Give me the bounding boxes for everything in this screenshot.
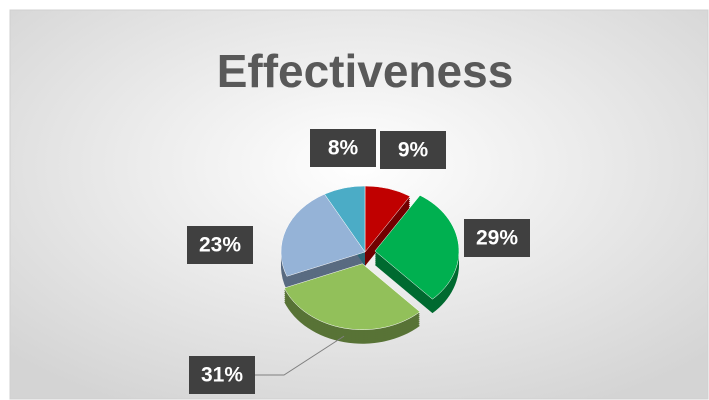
slice [283,263,421,330]
slice [324,185,366,253]
chart-title: Effectiveness [217,45,514,97]
label-box [380,131,446,169]
data-label: 31% [201,364,243,387]
label-box [189,356,255,394]
label-box [187,226,253,264]
data-label: 8% [328,137,359,160]
slice [280,193,366,277]
label-box [464,219,530,257]
slice [374,195,460,300]
label-box [310,129,376,167]
data-label: 9% [398,139,429,162]
data-label: 23% [199,234,241,257]
data-label: 29% [476,227,518,250]
leader-line [254,335,345,376]
